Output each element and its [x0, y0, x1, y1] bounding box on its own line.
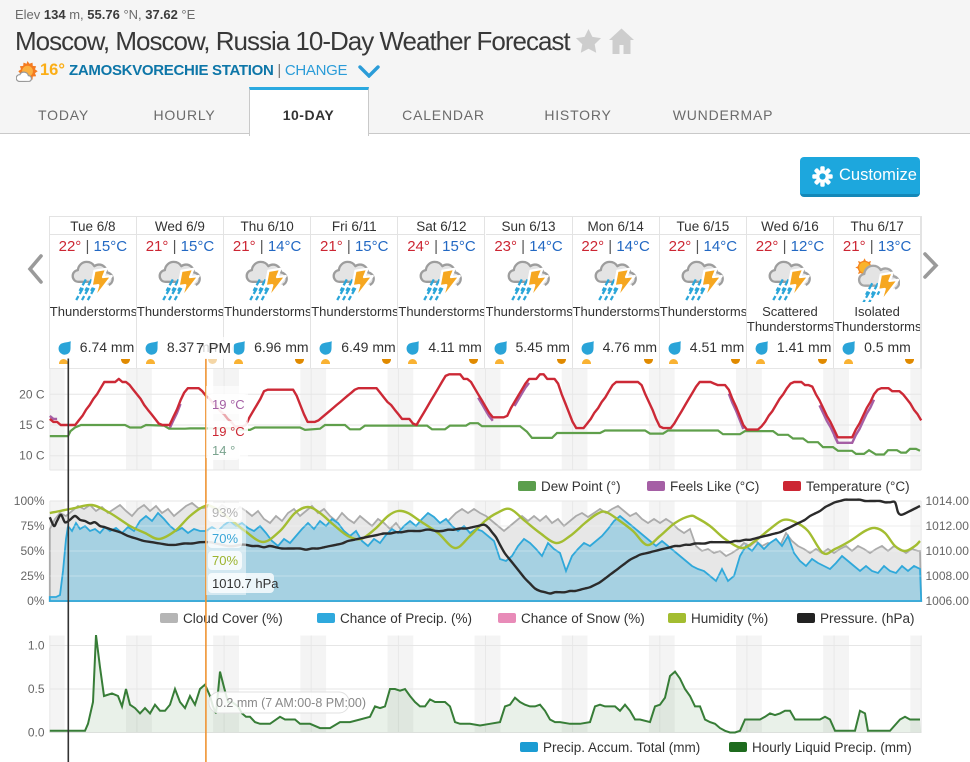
svg-text:0%: 0% — [27, 594, 45, 608]
svg-text:1010.7 hPa: 1010.7 hPa — [212, 576, 279, 591]
svg-text:15 C: 15 C — [19, 418, 45, 432]
svg-text:7 PM: 7 PM — [196, 340, 231, 357]
svg-text:50%: 50% — [20, 544, 44, 558]
svg-text:Hourly Liquid Precip. (mm): Hourly Liquid Precip. (mm) — [752, 740, 912, 755]
svg-text:1006.00: 1006.00 — [926, 594, 970, 608]
svg-text:Dew Point (°): Dew Point (°) — [541, 479, 621, 494]
svg-text:14 °: 14 ° — [212, 443, 235, 458]
svg-text:19 °C: 19 °C — [212, 397, 245, 412]
svg-text:19 °C: 19 °C — [212, 424, 245, 439]
svg-text:Feels Like (°C): Feels Like (°C) — [670, 479, 759, 494]
svg-text:Precip. Accum. Total (mm): Precip. Accum. Total (mm) — [543, 740, 700, 755]
svg-text:1010.00: 1010.00 — [926, 544, 970, 558]
svg-text:Humidity (%): Humidity (%) — [691, 611, 768, 626]
svg-text:Temperature (°C): Temperature (°C) — [806, 479, 910, 494]
svg-text:Chance of Precip. (%): Chance of Precip. (%) — [340, 611, 472, 626]
svg-text:75%: 75% — [20, 519, 44, 533]
svg-text:Cloud Cover (%): Cloud Cover (%) — [183, 611, 283, 626]
svg-text:1012.00: 1012.00 — [926, 519, 970, 533]
svg-text:Pressure. (hPa): Pressure. (hPa) — [820, 611, 915, 626]
svg-text:100%: 100% — [14, 494, 45, 508]
svg-text:0.5: 0.5 — [28, 682, 45, 696]
svg-text:20 C: 20 C — [19, 387, 45, 401]
svg-text:1008.00: 1008.00 — [926, 569, 970, 583]
svg-text:1014.00: 1014.00 — [926, 494, 970, 508]
svg-text:0.2 mm (7 AM:00-8 PM:00): 0.2 mm (7 AM:00-8 PM:00) — [216, 696, 366, 710]
svg-text:70%: 70% — [212, 553, 238, 568]
svg-text:93%: 93% — [212, 505, 238, 520]
svg-text:1.0: 1.0 — [28, 639, 45, 653]
svg-text:70%: 70% — [212, 531, 238, 546]
svg-text:10 C: 10 C — [19, 449, 45, 463]
svg-text:25%: 25% — [20, 569, 44, 583]
svg-text:Chance of Snow (%): Chance of Snow (%) — [521, 611, 645, 626]
svg-text:0.0: 0.0 — [28, 726, 45, 740]
